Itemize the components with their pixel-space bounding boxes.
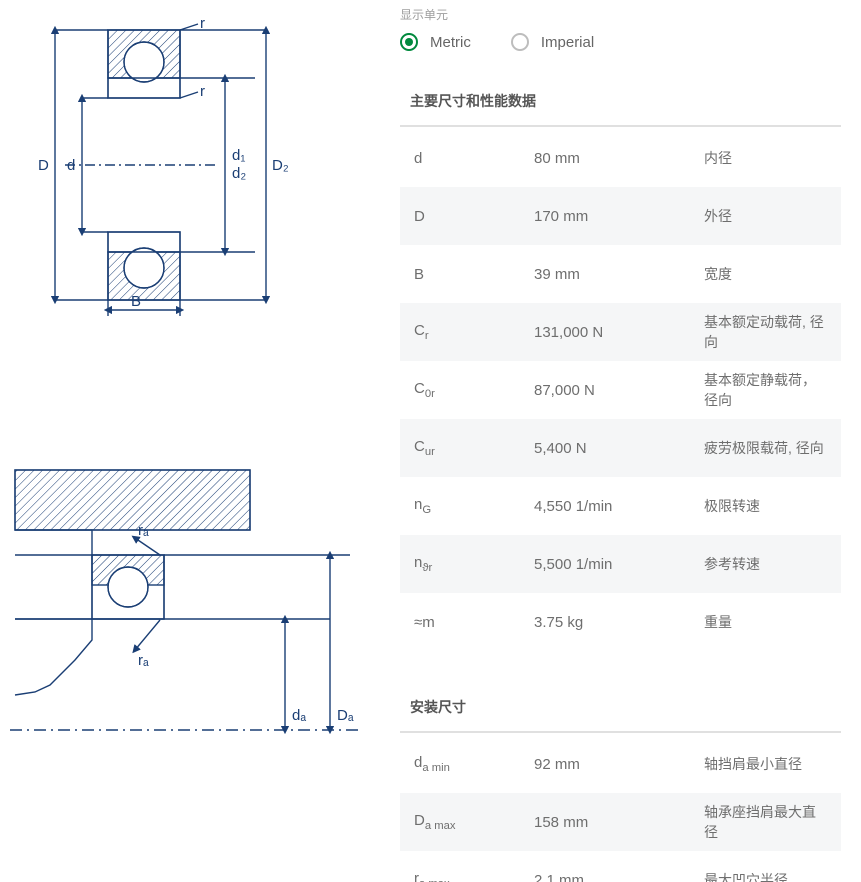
svg-text:d₂: d₂ — [232, 165, 246, 182]
row-value: 5,500 1/min — [534, 556, 704, 573]
units-label: 显示单元 — [400, 6, 841, 23]
svg-text:d₁: d₁ — [232, 147, 245, 164]
radio-unchecked-icon — [511, 33, 529, 51]
svg-text:D₂: D₂ — [272, 157, 289, 174]
svg-text:B: B — [131, 293, 141, 310]
unit-option-metric[interactable]: Metric — [400, 33, 471, 51]
row-description: 最大凹穴半径 — [704, 870, 827, 882]
row-description: 参考转速 — [704, 554, 827, 574]
row-value: 80 mm — [534, 150, 704, 167]
svg-text:r: r — [200, 83, 205, 100]
mounting-dimensions-table: da min92 mm轴挡肩最小直径Da max158 mm轴承座挡肩最大直径r… — [400, 735, 841, 882]
row-symbol: Da max — [414, 812, 534, 832]
main-dimensions-table: d80 mm内径D170 mm外径B39 mm宽度Cr131,000 N基本额定… — [400, 129, 841, 651]
row-value: 87,000 N — [534, 382, 704, 399]
section-divider — [400, 731, 841, 733]
svg-text:d: d — [67, 157, 75, 174]
table-row: Cr131,000 N基本额定动载荷, 径向 — [400, 303, 841, 361]
row-value: 39 mm — [534, 266, 704, 283]
unit-option-label: Imperial — [541, 34, 594, 51]
table-row: d80 mm内径 — [400, 129, 841, 187]
row-description: 基本额定动载荷, 径向 — [704, 312, 827, 352]
row-symbol: Cur — [414, 438, 534, 458]
row-value: 5,400 N — [534, 440, 704, 457]
radio-checked-icon — [400, 33, 418, 51]
bearing-cross-section-diagram: r r D d d₁ — [10, 10, 380, 320]
table-row: ra max2.1 mm最大凹穴半径 — [400, 851, 841, 882]
table-row: B39 mm宽度 — [400, 245, 841, 303]
row-symbol: da min — [414, 754, 534, 774]
row-symbol: B — [414, 266, 534, 283]
table-row: C0r87,000 N基本额定静载荷，径向 — [400, 361, 841, 419]
row-value: 131,000 N — [534, 324, 704, 341]
row-symbol: ra max — [414, 870, 534, 882]
row-description: 重量 — [704, 612, 827, 632]
row-description: 轴挡肩最小直径 — [704, 754, 827, 774]
row-value: 170 mm — [534, 208, 704, 225]
svg-text:Dₐ: Dₐ — [337, 707, 354, 724]
table-row: nG4,550 1/min极限转速 — [400, 477, 841, 535]
row-description: 外径 — [704, 206, 827, 226]
section-title-mounting: 安装尺寸 — [410, 697, 841, 717]
svg-text:rₐ: rₐ — [138, 652, 149, 669]
page-root: r r D d d₁ — [0, 0, 861, 882]
unit-option-imperial[interactable]: Imperial — [511, 33, 594, 51]
row-value: 2.1 mm — [534, 872, 704, 882]
svg-text:rₐ: rₐ — [138, 522, 149, 539]
row-symbol: nG — [414, 496, 534, 516]
svg-text:D: D — [38, 157, 49, 174]
row-value: 158 mm — [534, 814, 704, 831]
row-symbol: nϑr — [414, 554, 534, 574]
row-value: 4,550 1/min — [534, 498, 704, 515]
row-symbol: Cr — [414, 322, 534, 342]
row-description: 宽度 — [704, 264, 827, 284]
table-row: D170 mm外径 — [400, 187, 841, 245]
row-description: 内径 — [704, 148, 827, 168]
table-row: Cur5,400 N疲劳极限载荷, 径向 — [400, 419, 841, 477]
svg-text:dₐ: dₐ — [292, 707, 306, 724]
diagrams-column: r r D d d₁ — [0, 0, 380, 882]
unit-radio-group: Metric Imperial — [400, 33, 841, 51]
data-column: 显示单元 Metric Imperial 主要尺寸和性能数据 d80 mm内径D… — [380, 0, 861, 882]
section-divider — [400, 125, 841, 127]
table-row: da min92 mm轴挡肩最小直径 — [400, 735, 841, 793]
row-description: 基本额定静载荷，径向 — [704, 370, 827, 410]
row-symbol: D — [414, 208, 534, 225]
table-row: nϑr5,500 1/min参考转速 — [400, 535, 841, 593]
table-row: ≈m3.75 kg重量 — [400, 593, 841, 651]
row-symbol: d — [414, 150, 534, 167]
row-description: 极限转速 — [704, 496, 827, 516]
row-description: 疲劳极限载荷, 径向 — [704, 438, 827, 458]
table-row: Da max158 mm轴承座挡肩最大直径 — [400, 793, 841, 851]
unit-option-label: Metric — [430, 34, 471, 51]
section-title-main: 主要尺寸和性能数据 — [410, 91, 841, 111]
row-description: 轴承座挡肩最大直径 — [704, 802, 827, 842]
row-value: 92 mm — [534, 756, 704, 773]
mounting-section-diagram: rₐ rₐ dₐ Dₐ — [10, 460, 380, 770]
row-value: 3.75 kg — [534, 614, 704, 631]
row-symbol: ≈m — [414, 614, 534, 631]
row-symbol: C0r — [414, 380, 534, 400]
